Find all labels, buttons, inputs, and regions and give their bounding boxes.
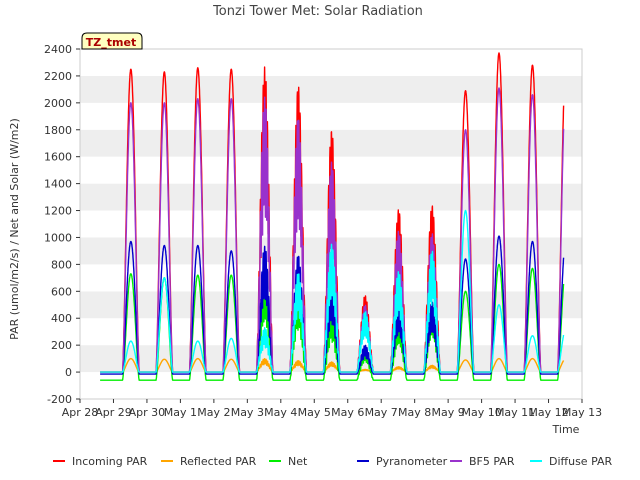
legend-label: Net (288, 455, 308, 468)
x-tick-label: Apr 30 (129, 406, 166, 419)
y-tick-label: 2400 (44, 43, 72, 56)
y-tick-label: 1600 (44, 151, 72, 164)
x-tick-label: May 6 (331, 406, 364, 419)
y-axis: -200 0 200 400 600 800 1000 1200 1400 1600 1800 200… (44, 43, 80, 406)
plot-frame (79, 48, 583, 400)
x-axis-label: Time (552, 423, 580, 436)
legend-label: Pyranometer (376, 455, 448, 468)
annotation-box: TZ_tmet (81, 32, 143, 50)
y-axis-label: PAR (umol/m2/s) / Net and Solar (W/m2) (8, 118, 21, 340)
background-band (80, 102, 582, 130)
y-tick-label: 400 (51, 312, 72, 325)
x-tick-label: May 5 (298, 406, 331, 419)
legend-label: BF5 PAR (469, 455, 515, 468)
x-tick-label: May 4 (264, 406, 297, 419)
y-tick-label: 2000 (44, 97, 72, 110)
series-line (99, 209, 565, 373)
x-tick-label: May 13 (562, 406, 602, 419)
y-tick-label: 200 (51, 339, 72, 352)
x-tick-label: May 3 (231, 406, 264, 419)
x-tick-label: May 2 (197, 406, 230, 419)
x-tick-label: May 9 (432, 406, 465, 419)
y-tick-label: 1800 (44, 124, 72, 137)
y-tick-label: 600 (51, 285, 72, 298)
series-line (99, 235, 565, 375)
annotation-label: TZ_tmet (86, 36, 136, 49)
x-tick-label: May 1 (164, 406, 197, 419)
y-tick-label: 0 (65, 366, 72, 379)
legend-label: Reflected PAR (180, 455, 257, 468)
series-layer (99, 52, 565, 381)
legend-label: Diffuse PAR (549, 455, 613, 468)
y-tick-label: 800 (51, 258, 72, 271)
y-tick-label: 2200 (44, 70, 72, 83)
y-tick-label: -200 (47, 393, 72, 406)
y-tick-label: 1000 (44, 231, 72, 244)
legend-label: Incoming PAR (72, 455, 148, 468)
chart-title: Tonzi Tower Met: Solar Radiation (212, 4, 423, 19)
background-band (80, 49, 582, 76)
y-tick-label: 1200 (44, 205, 72, 218)
x-tick-label: Apr 29 (95, 406, 132, 419)
x-tick-label: Apr 28 (62, 406, 99, 419)
x-tick-label: May 7 (365, 406, 398, 419)
y-tick-label: 1400 (44, 178, 72, 191)
legend: Incoming PAR Reflected PAR Net Pyranometer B… (53, 455, 613, 468)
background-band (80, 372, 582, 399)
x-tick-label: May 10 (461, 406, 501, 419)
background-band (80, 75, 582, 103)
x-tick-label: May 12 (528, 406, 568, 419)
x-tick-label: May 8 (398, 406, 431, 419)
x-tick-label: May 11 (495, 406, 535, 419)
